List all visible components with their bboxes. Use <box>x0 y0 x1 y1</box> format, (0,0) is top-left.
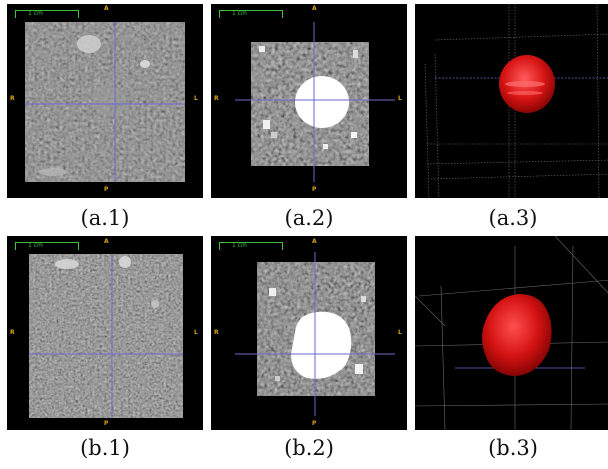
orientation-right: L <box>194 95 198 102</box>
caption-a2: (a.2) <box>284 206 334 230</box>
caption-a3: (a.3) <box>488 206 538 230</box>
axial-slice-image <box>25 22 185 182</box>
panel-b3-3d-render <box>415 236 608 430</box>
scale-bar <box>15 10 79 18</box>
caption-a1: (a.1) <box>80 206 130 230</box>
orientation-left: R <box>10 329 15 336</box>
scale-bar-label: 1 cm <box>28 242 43 249</box>
scale-bar-label: 1 cm <box>28 10 43 17</box>
3d-render-image <box>424 4 608 198</box>
scale-bar <box>219 242 283 250</box>
orientation-top: A <box>104 5 109 12</box>
scale-bar-label: 1 cm <box>232 242 247 249</box>
orientation-bottom: P <box>312 420 317 427</box>
orientation-right: L <box>398 329 402 336</box>
segmentation-slice-image <box>235 22 395 182</box>
orientation-bottom: P <box>312 186 317 193</box>
panel-a1-axial-slice: 1 cm A P R L <box>7 4 203 198</box>
panel-a3-3d-render <box>415 4 608 198</box>
orientation-left: R <box>214 329 219 336</box>
orientation-right: L <box>398 95 402 102</box>
scale-bar <box>219 10 283 18</box>
scale-bar-label: 1 cm <box>232 10 247 17</box>
orientation-top: A <box>312 5 317 12</box>
orientation-right: L <box>194 329 198 336</box>
panel-b2-segmentation-slice: 1 cm A P R L <box>211 236 407 430</box>
orientation-left: R <box>10 95 15 102</box>
scale-bar <box>15 242 79 250</box>
panel-a2-segmentation-slice: 1 cm A P R L <box>211 4 407 198</box>
orientation-bottom: P <box>104 420 109 427</box>
orientation-left: R <box>214 95 219 102</box>
caption-b1: (b.1) <box>80 436 130 460</box>
caption-b2: (b.2) <box>284 436 334 460</box>
panel-b1-axial-slice: 1 cm A P R L <box>7 236 203 430</box>
3d-render-image <box>415 236 608 430</box>
orientation-top: A <box>104 238 109 245</box>
orientation-bottom: P <box>104 186 109 193</box>
axial-slice-image <box>29 254 183 418</box>
orientation-top: A <box>312 238 317 245</box>
caption-b3: (b.3) <box>488 436 538 460</box>
segmentation-slice-image <box>235 252 395 416</box>
